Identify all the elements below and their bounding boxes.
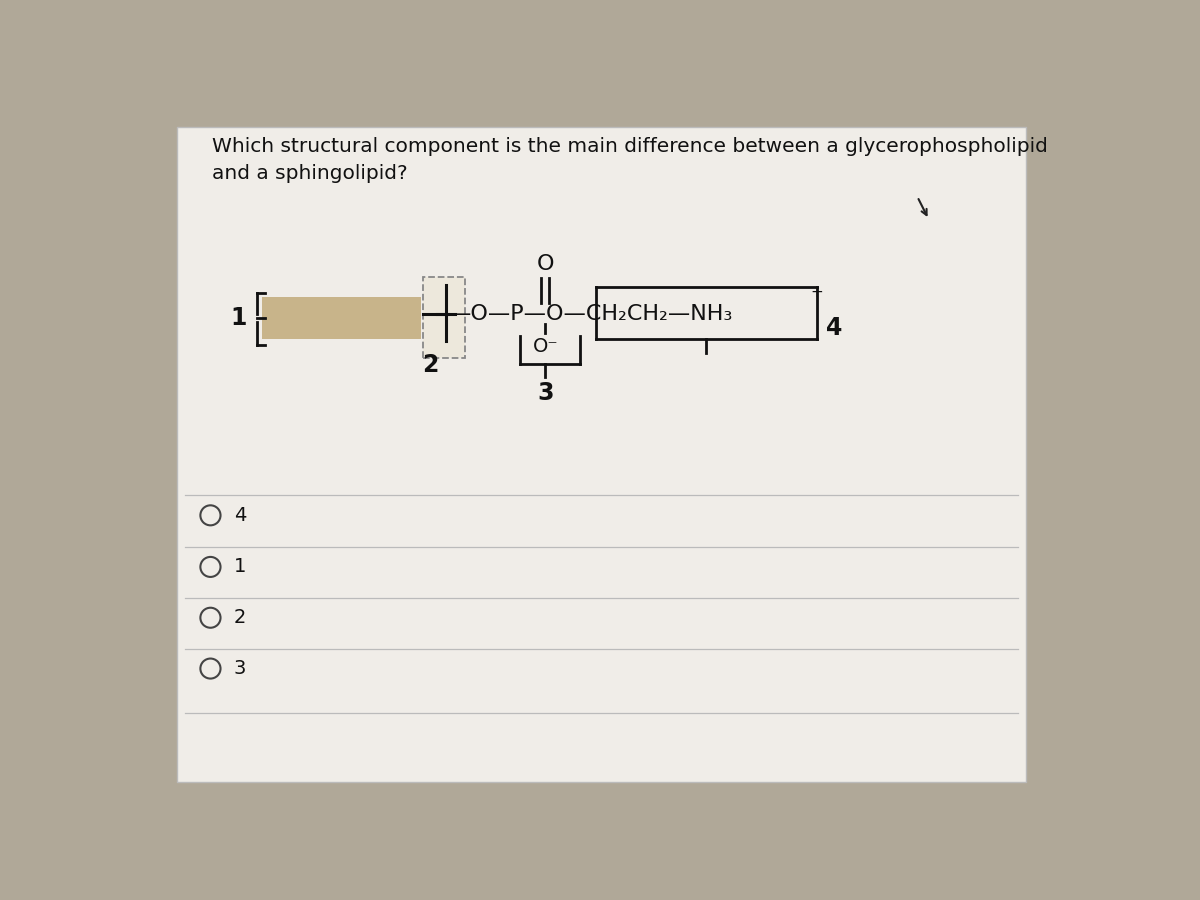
- Text: 2: 2: [422, 353, 439, 377]
- Text: O: O: [536, 255, 554, 274]
- Text: O⁻: O⁻: [533, 338, 558, 356]
- Bar: [263, 297, 421, 339]
- Text: 3: 3: [538, 382, 553, 405]
- Text: 3: 3: [234, 659, 246, 678]
- Text: and a sphingolipid?: and a sphingolipid?: [212, 164, 408, 184]
- Text: +: +: [810, 285, 823, 301]
- Text: 1: 1: [234, 557, 246, 576]
- Bar: [422, 277, 466, 358]
- Text: Which structural component is the main difference between a glycerophospholipid: Which structural component is the main d…: [212, 138, 1048, 157]
- FancyBboxPatch shape: [178, 127, 1026, 782]
- Text: 1: 1: [230, 306, 247, 330]
- Text: —O—P—O—CH₂CH₂—NH₃: —O—P—O—CH₂CH₂—NH₃: [449, 304, 733, 324]
- Text: 4: 4: [826, 316, 842, 340]
- Text: 4: 4: [234, 506, 246, 525]
- Text: 2: 2: [234, 608, 246, 627]
